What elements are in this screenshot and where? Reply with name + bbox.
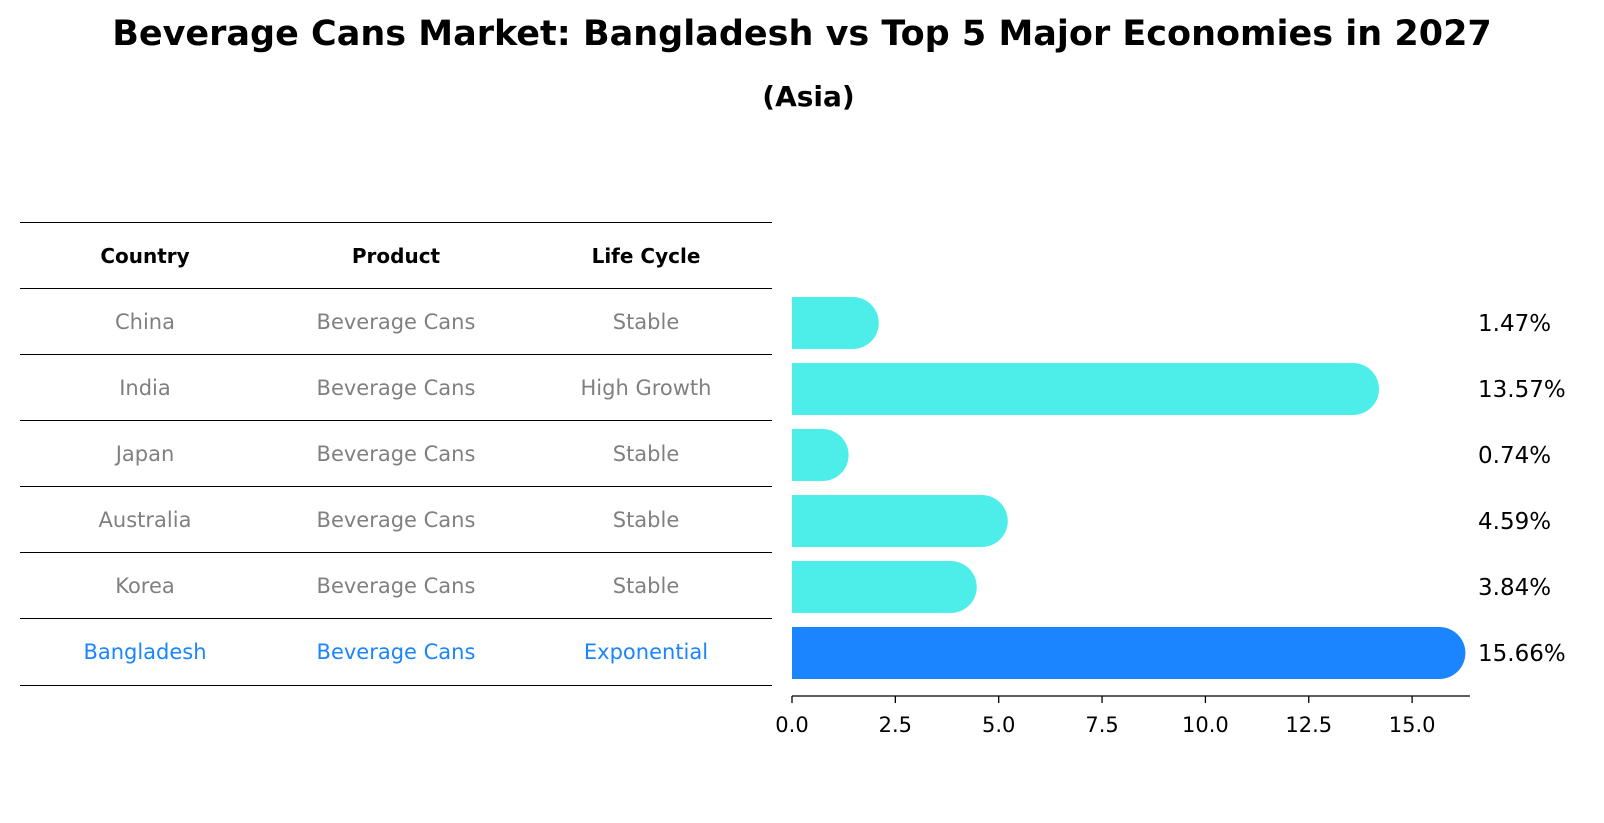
chart-subtitle: (Asia): [762, 80, 855, 113]
cell-country: Japan: [115, 441, 175, 466]
table-row: India Beverage Cans High Growth: [20, 354, 772, 420]
value-label-china: 1.47%: [1478, 311, 1551, 337]
cell-country: Korea: [115, 573, 175, 598]
cell-product: Beverage Cans: [316, 640, 476, 664]
bar-india: [792, 363, 1380, 415]
cell-life-cycle: Stable: [612, 573, 680, 598]
cell-life-cycle: Stable: [612, 441, 680, 466]
cell-country: India: [119, 375, 171, 400]
bar-japan: [792, 429, 849, 481]
bar-australia: [792, 495, 1008, 547]
bar-china: [792, 297, 879, 349]
data-table: Country Product Life Cycle China Beverag…: [20, 222, 772, 686]
cell-life-cycle: Stable: [612, 507, 680, 532]
cell-product: Beverage Cans: [316, 375, 476, 400]
cell-product: Beverage Cans: [316, 441, 476, 466]
bar-bangladesh: [792, 627, 1466, 679]
cell-country: China: [115, 309, 175, 334]
x-tick-label: 2.5: [879, 713, 912, 737]
cell-country: Bangladesh: [83, 640, 207, 664]
cell-product: Beverage Cans: [316, 507, 476, 532]
table-row-highlight: Bangladesh Beverage Cans Exponential: [20, 618, 772, 686]
cell-product: Beverage Cans: [316, 309, 476, 334]
cell-life-cycle: Exponential: [583, 640, 709, 664]
table-row: Japan Beverage Cans Stable: [20, 420, 772, 486]
x-tick-label: 12.5: [1285, 713, 1332, 737]
value-label-korea: 3.84%: [1478, 575, 1551, 601]
x-tick-label: 10.0: [1182, 713, 1229, 737]
table-row: China Beverage Cans Stable: [20, 288, 772, 354]
chart-title: Beverage Cans Market: Bangladesh vs Top …: [112, 14, 1492, 54]
bar-korea: [792, 561, 977, 613]
table-header-row: Country Product Life Cycle: [20, 222, 772, 288]
table-row: Korea Beverage Cans Stable: [20, 552, 772, 618]
x-tick-label: 15.0: [1389, 713, 1436, 737]
header-life-cycle: Life Cycle: [591, 243, 701, 268]
value-label-japan: 0.74%: [1478, 443, 1551, 469]
value-label-india: 13.57%: [1478, 377, 1566, 403]
cell-product: Beverage Cans: [316, 573, 476, 598]
cell-life-cycle: Stable: [612, 309, 680, 334]
cell-life-cycle: High Growth: [580, 375, 712, 400]
header-product: Product: [351, 243, 441, 268]
table-row: Australia Beverage Cans Stable: [20, 486, 772, 552]
x-tick-label: 0.0: [775, 713, 808, 737]
x-tick-label: 7.5: [1085, 713, 1118, 737]
value-label-bangladesh: 15.66%: [1478, 641, 1566, 667]
value-label-australia: 4.59%: [1478, 509, 1551, 535]
x-tick-label: 5.0: [982, 713, 1015, 737]
header-country: Country: [100, 243, 190, 268]
cell-country: Australia: [98, 507, 192, 532]
